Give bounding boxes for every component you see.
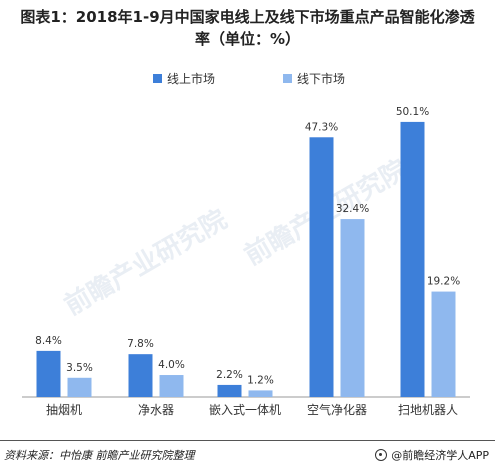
data-label-offline-3: 32.4% — [336, 203, 369, 215]
data-label-online-3: 47.3% — [305, 121, 338, 133]
footer: 资料来源：中怡康 前瞻产业研究院整理 @前瞻经济学人APP — [0, 440, 495, 474]
category-label-0: 抽烟机 — [46, 403, 82, 417]
data-label-offline-1: 4.0% — [158, 359, 185, 371]
bar-online-0 — [36, 350, 61, 397]
chart-legend: 线上市场 线下市场 — [0, 70, 495, 88]
legend-label-online: 线上市场 — [167, 72, 216, 86]
source-note: 资料来源：中怡康 前瞻产业研究院整理 — [4, 449, 195, 462]
data-label-offline-2: 1.2% — [247, 374, 274, 386]
data-label-online-4: 50.1% — [396, 106, 429, 118]
bar-online-1 — [128, 354, 153, 397]
chart-title: 图表1：2018年1-9月中国家电线上及线下市场重点产品智能化渗透 率（单位：%… — [0, 6, 495, 50]
chart-title-line-2: 率（单位：%） — [194, 30, 301, 48]
data-label-offline-0: 3.5% — [66, 362, 93, 374]
data-label-online-0: 8.4% — [35, 335, 62, 347]
bar-online-3 — [309, 137, 334, 397]
bar-offline-4 — [431, 291, 456, 397]
legend-label-offline: 线下市场 — [297, 72, 346, 86]
data-label-offline-4: 19.2% — [427, 276, 460, 288]
bar-online-2 — [217, 384, 242, 397]
bar-offline-1 — [159, 375, 184, 397]
bar-online-4 — [400, 121, 425, 397]
data-label-online-2: 2.2% — [216, 369, 243, 381]
chart-title-line-1: 图表1：2018年1-9月中国家电线上及线下市场重点产品智能化渗透 — [20, 8, 475, 26]
category-label-1: 净水器 — [138, 403, 174, 417]
bar-offline-3 — [340, 219, 365, 397]
legend-swatch-online — [153, 74, 162, 83]
category-label-2: 嵌入式一体机 — [209, 403, 281, 417]
legend-swatch-offline — [283, 74, 292, 83]
brand-text: @前瞻经济学人APP — [391, 449, 489, 462]
brand-credit: @前瞻经济学人APP — [375, 447, 489, 463]
category-label-3: 空气净化器 — [307, 402, 367, 417]
bar-chart: 前瞻产业研究院前瞻产业研究院8.4%3.5%抽烟机7.8%4.0%净水器2.2%… — [22, 106, 470, 417]
bar-offline-2 — [248, 390, 273, 397]
data-label-online-1: 7.8% — [127, 338, 154, 350]
legend-item-online: 线上市场 — [153, 70, 215, 87]
watermark-text: 前瞻产业研究院 — [59, 204, 232, 322]
category-label-4: 扫地机器人 — [398, 403, 458, 417]
bar-offline-0 — [67, 377, 92, 397]
brand-logo-icon — [375, 449, 388, 461]
legend-item-offline: 线下市场 — [283, 70, 345, 87]
